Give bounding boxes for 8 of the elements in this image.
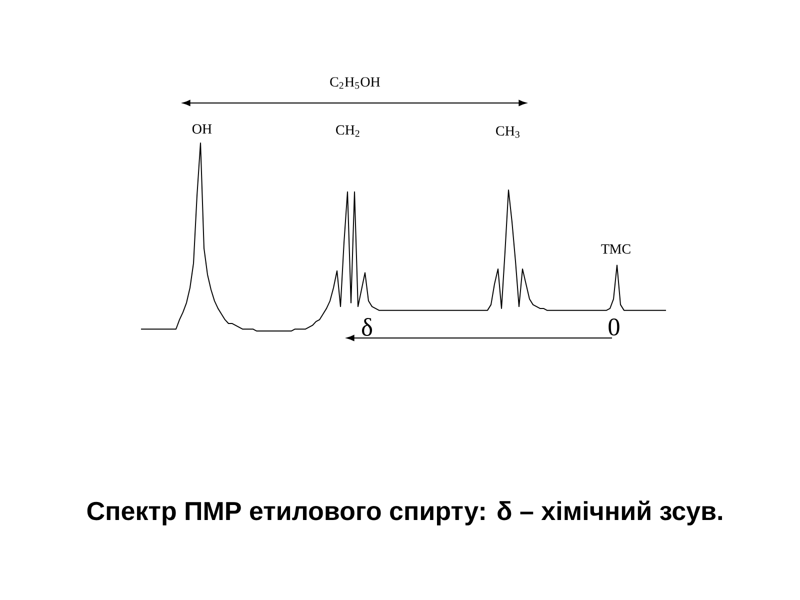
text: CH$_{3}$ bbox=[496, 126, 520, 138]
text: Спектр ПМР етилового спирту: δ – хімічний зсув. bbox=[87, 500, 722, 526]
annotation: δ bbox=[362, 318, 372, 336]
annotation: ТМС bbox=[601, 244, 630, 254]
text: OH bbox=[192, 124, 212, 134]
annotation: 0 bbox=[608, 318, 620, 336]
text: CH$_{2}$ bbox=[336, 125, 360, 137]
text: C$_{2}$H$_{5}$OH bbox=[330, 77, 380, 89]
